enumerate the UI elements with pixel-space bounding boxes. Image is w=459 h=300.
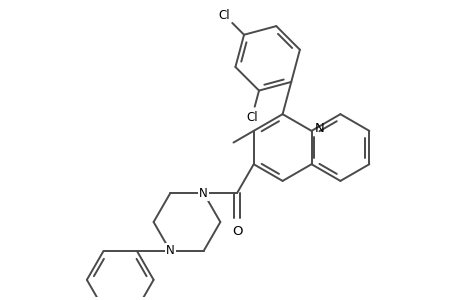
Text: N: N <box>314 122 324 135</box>
Text: Cl: Cl <box>218 9 230 22</box>
Text: N: N <box>166 244 174 257</box>
Text: Cl: Cl <box>246 111 257 124</box>
Text: N: N <box>199 187 207 200</box>
Text: O: O <box>231 224 242 238</box>
